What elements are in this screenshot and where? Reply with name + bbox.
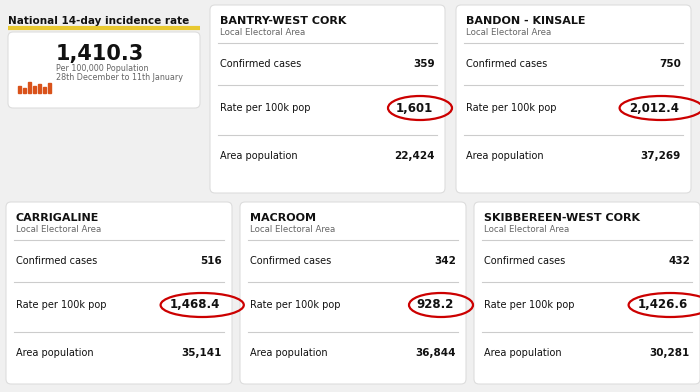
Text: 37,269: 37,269 bbox=[640, 151, 681, 161]
Text: Local Electoral Area: Local Electoral Area bbox=[484, 225, 569, 234]
Text: Rate per 100k pop: Rate per 100k pop bbox=[220, 103, 311, 113]
Text: CARRIGALINE: CARRIGALINE bbox=[16, 213, 99, 223]
Text: 516: 516 bbox=[200, 256, 222, 266]
Text: Local Electoral Area: Local Electoral Area bbox=[220, 28, 305, 37]
FancyBboxPatch shape bbox=[474, 202, 700, 384]
Text: Rate per 100k pop: Rate per 100k pop bbox=[466, 103, 556, 113]
Text: Confirmed cases: Confirmed cases bbox=[250, 256, 331, 266]
Text: Local Electoral Area: Local Electoral Area bbox=[466, 28, 552, 37]
Text: 1,410.3: 1,410.3 bbox=[56, 44, 144, 64]
Text: Rate per 100k pop: Rate per 100k pop bbox=[16, 300, 106, 310]
Bar bbox=[28, 82, 31, 93]
FancyBboxPatch shape bbox=[8, 32, 200, 108]
Bar bbox=[38, 84, 41, 93]
Bar bbox=[43, 87, 46, 93]
Text: Confirmed cases: Confirmed cases bbox=[16, 256, 97, 266]
FancyBboxPatch shape bbox=[456, 5, 691, 193]
Text: Per 100,000 Population: Per 100,000 Population bbox=[56, 64, 148, 73]
Bar bbox=[33, 86, 36, 93]
Text: National 14-day incidence rate: National 14-day incidence rate bbox=[8, 16, 189, 26]
Text: Local Electoral Area: Local Electoral Area bbox=[250, 225, 335, 234]
FancyBboxPatch shape bbox=[6, 202, 232, 384]
Text: 22,424: 22,424 bbox=[395, 151, 435, 161]
Text: Confirmed cases: Confirmed cases bbox=[484, 256, 566, 266]
Text: Confirmed cases: Confirmed cases bbox=[220, 59, 301, 69]
Text: 1,601: 1,601 bbox=[395, 102, 433, 114]
Text: 36,844: 36,844 bbox=[416, 348, 456, 358]
Text: BANDON - KINSALE: BANDON - KINSALE bbox=[466, 16, 585, 26]
Bar bbox=[18, 86, 21, 93]
Text: Confirmed cases: Confirmed cases bbox=[466, 59, 547, 69]
Text: SKIBBEREEN-WEST CORK: SKIBBEREEN-WEST CORK bbox=[484, 213, 640, 223]
Text: Rate per 100k pop: Rate per 100k pop bbox=[250, 300, 340, 310]
Text: Area population: Area population bbox=[220, 151, 298, 161]
FancyBboxPatch shape bbox=[240, 202, 466, 384]
Text: 28th December to 11th January: 28th December to 11th January bbox=[56, 73, 183, 82]
Text: 1,426.6: 1,426.6 bbox=[638, 298, 688, 312]
Text: 928.2: 928.2 bbox=[416, 298, 454, 312]
Text: 2,012.4: 2,012.4 bbox=[629, 102, 679, 114]
Text: BANTRY-WEST CORK: BANTRY-WEST CORK bbox=[220, 16, 346, 26]
Text: 750: 750 bbox=[659, 59, 681, 69]
Text: 342: 342 bbox=[434, 256, 456, 266]
Text: Area population: Area population bbox=[466, 151, 544, 161]
Bar bbox=[23, 88, 26, 93]
Text: 359: 359 bbox=[414, 59, 435, 69]
Text: MACROOM: MACROOM bbox=[250, 213, 316, 223]
Text: 432: 432 bbox=[668, 256, 690, 266]
Bar bbox=[48, 83, 51, 93]
FancyBboxPatch shape bbox=[210, 5, 445, 193]
Text: 35,141: 35,141 bbox=[181, 348, 222, 358]
Text: Local Electoral Area: Local Electoral Area bbox=[16, 225, 102, 234]
Text: Area population: Area population bbox=[484, 348, 561, 358]
Text: Rate per 100k pop: Rate per 100k pop bbox=[484, 300, 575, 310]
Text: Area population: Area population bbox=[250, 348, 328, 358]
Text: 1,468.4: 1,468.4 bbox=[169, 298, 220, 312]
Text: Area population: Area population bbox=[16, 348, 94, 358]
Text: 30,281: 30,281 bbox=[650, 348, 690, 358]
